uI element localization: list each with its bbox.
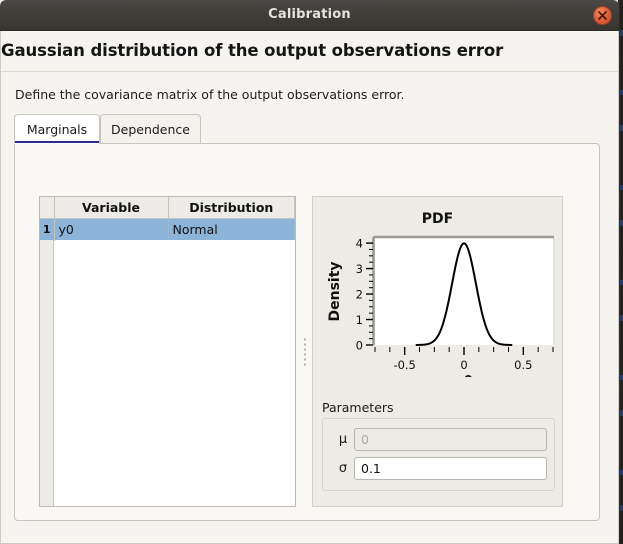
table-header-row: Variable Distribution <box>40 197 295 219</box>
window-titlebar[interactable]: Calibration <box>0 0 619 31</box>
splitter-dots-icon <box>304 338 306 365</box>
plot-ylabel: Density <box>327 261 343 321</box>
mu-symbol-label: μ <box>338 432 348 447</box>
variables-table[interactable]: Variable Distribution 1 y0 Normal <box>39 196 296 507</box>
parameter-row-mu: μ 0 <box>332 428 547 451</box>
table-row[interactable]: 1 y0 Normal <box>40 218 295 241</box>
row-number: 1 <box>40 218 55 241</box>
table-header: Variable Distribution <box>40 197 295 219</box>
sigma-symbol-label: σ <box>338 461 348 476</box>
svg-text:1: 1 <box>356 313 363 327</box>
table-corner-header <box>40 197 55 219</box>
tab-marginals-label: Marginals <box>26 121 88 137</box>
variables-table-grid: Variable Distribution 1 y0 Normal <box>40 197 295 241</box>
svg-text:0: 0 <box>356 339 363 353</box>
page-title: Gaussian distribution of the output obse… <box>1 41 504 60</box>
plot-title: PDF <box>421 211 454 227</box>
panel-splitter-handle[interactable] <box>298 196 312 507</box>
svg-text:0: 0 <box>460 358 467 372</box>
tab-panel-marginals: Variable Distribution 1 y0 Normal <box>14 143 600 521</box>
close-icon[interactable] <box>593 6 612 25</box>
svg-text:2: 2 <box>356 288 363 302</box>
column-header-distribution[interactable]: Distribution <box>168 197 295 219</box>
mu-input: 0 <box>354 428 547 451</box>
background-window-edge-accent <box>620 0 623 544</box>
pdf-plot-svg: 0 1 2 3 4 -0.5 0 0.5 y0 Density <box>327 235 555 389</box>
svg-text:4: 4 <box>356 237 363 251</box>
tab-dependence[interactable]: Dependence <box>100 114 201 144</box>
cell-distribution[interactable]: Normal <box>168 218 295 240</box>
column-header-variable[interactable]: Variable <box>54 197 169 219</box>
pdf-plot: 0 1 2 3 4 -0.5 0 0.5 y0 Density <box>313 197 564 389</box>
sigma-input[interactable]: 0.1 <box>354 457 547 480</box>
svg-text:-0.5: -0.5 <box>393 358 415 372</box>
tab-dependence-label: Dependence <box>111 121 190 137</box>
background-window-edge <box>618 0 623 544</box>
parameters-group: μ 0 σ 0.1 <box>322 418 555 491</box>
window-title: Calibration <box>268 7 351 22</box>
cell-variable[interactable]: y0 <box>54 218 169 240</box>
distribution-detail-panel: PDF 0 1 2 3 4 -0.5 0 0.5 y0 Density Parameters μ … <box>312 196 563 507</box>
parameters-label: Parameters <box>322 400 394 415</box>
close-glyph <box>598 11 607 20</box>
row-number-gutter <box>40 240 54 506</box>
dialog-body: Gaussian distribution of the output obse… <box>0 31 619 544</box>
intro-description: Define the covariance matrix of the outp… <box>15 87 405 102</box>
table-body: 1 y0 Normal <box>40 218 295 241</box>
tab-marginals[interactable]: Marginals <box>14 114 100 144</box>
svg-text:3: 3 <box>356 262 363 276</box>
svg-text:0.5: 0.5 <box>514 358 532 372</box>
plot-xlabel: y0 <box>455 374 473 377</box>
heading-divider <box>1 71 618 72</box>
parameter-row-sigma: σ 0.1 <box>332 457 547 480</box>
tabbar: Marginals Dependence <box>14 114 600 144</box>
